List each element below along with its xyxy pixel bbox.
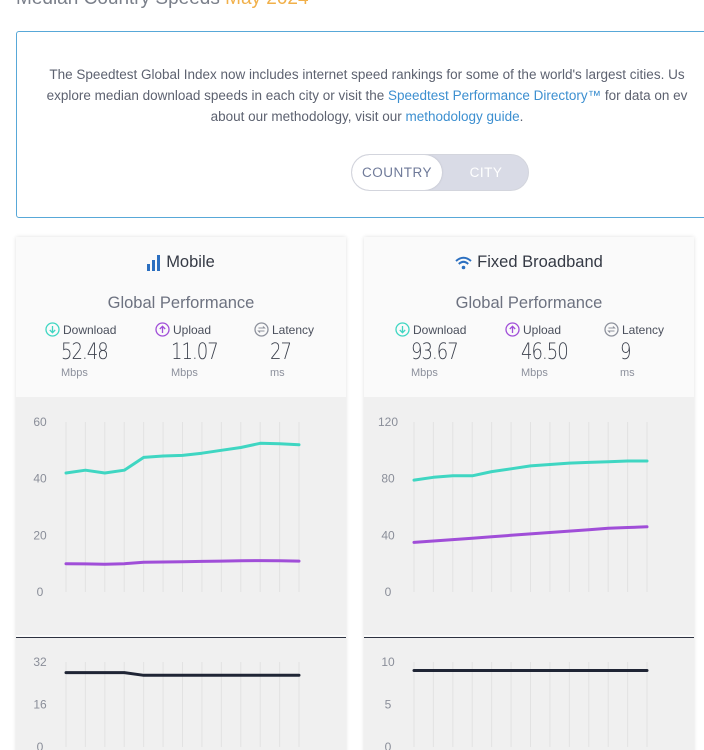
country-city-toggle[interactable]: COUNTRY CITY [351,154,529,191]
mobile-upload-metric: Upload 11.07 Mbps [155,322,245,379]
info-line-3-pre: about our methodology, visit our [210,109,406,124]
fixed-title-text: Fixed Broadband [477,253,603,271]
mobile-latency-chart: 32 16 0 [33,655,301,750]
fixed-latency-metric: Latency 9 ms [604,322,694,379]
y-tick-label: 0 [385,740,392,750]
toggle-country-button[interactable]: COUNTRY [352,155,442,190]
y-tick-label: 5 [385,698,392,712]
mobile-speed-chart-area: 60 40 20 0 [16,397,346,635]
y-tick-label: 20 [33,528,47,542]
latency-series-line [64,671,301,677]
page-heading-date: May 2024 [225,0,308,9]
mobile-download-label: Download [63,322,117,337]
fixed-upload-label: Upload [523,322,562,337]
info-line-2-pre: explore median download speeds in each c… [46,88,389,103]
y-tick-label: 32 [33,655,47,669]
download-arrow-icon [395,322,410,337]
fixed-upload-metric: Upload 46.50 Mbps [505,322,595,379]
mobile-global-performance: Global Performance [107,294,255,312]
mobile-download-value: 52.48 [61,340,109,365]
mobile-download-unit: Mbps [61,367,88,379]
info-line-3-post: . [519,109,524,124]
y-tick-label: 80 [381,472,395,486]
fixed-upload-value: 46.50 [521,340,569,365]
y-tick-label: 0 [37,740,44,750]
mobile-download-metric: Download 52.48 Mbps [45,322,135,379]
y-tick-label: 60 [33,415,47,429]
upload-series-line [412,525,649,544]
mobile-upload-value: 11.07 [171,340,219,365]
y-tick-label: 40 [33,472,47,486]
mobile-upload-label: Upload [173,322,212,337]
y-tick-label: 40 [381,528,395,542]
y-tick-label: 120 [378,415,398,429]
info-line-1: The Speedtest Global Index now includes … [49,67,685,82]
mobile-latency-chart-area: 32 16 0 [16,637,346,750]
upload-arrow-icon [505,322,520,337]
fixed-speed-chart: 120 80 40 0 [378,415,649,599]
y-tick-label: 0 [385,585,392,599]
upload-arrow-icon [155,322,170,337]
download-series-line [412,459,649,482]
mobile-title-text: Mobile [166,253,215,271]
info-box: The Speedtest Global Index now includes … [16,31,704,218]
methodology-guide-link[interactable]: methodology guide [405,109,520,124]
fixed-latency-value: 9 [620,340,631,365]
upload-series-line [64,559,301,566]
mobile-upload-unit: Mbps [171,367,198,379]
download-arrow-icon [45,322,60,337]
mobile-panel-title: Mobile [16,253,346,272]
wifi-icon [455,256,472,269]
mobile-latency-label: Latency [272,322,315,337]
fixed-download-metric: Download 93.67 Mbps [395,322,485,379]
fixed-latency-chart: 10 5 0 [381,655,649,750]
mobile-latency-metric: Latency 27 ms [254,322,344,379]
fixed-broadband-panel: Fixed Broadband Global Performance Downl… [364,237,694,750]
signal-bars-icon [147,254,161,271]
fixed-global-performance: Global Performance [455,294,603,312]
y-tick-label: 16 [33,698,47,712]
mobile-speed-chart: 60 40 20 0 [33,415,301,599]
fixed-panel-title: Fixed Broadband [364,253,694,272]
y-tick-label: 10 [381,655,395,669]
download-series-line [64,441,301,475]
fixed-latency-label: Latency [622,322,665,337]
fixed-upload-unit: Mbps [521,367,548,379]
mobile-panel: Mobile Global Performance Download 52.48… [16,237,346,750]
mobile-latency-value: 27 [270,340,292,365]
fixed-speed-chart-area: 120 80 40 0 [364,397,694,635]
fixed-download-label: Download [413,322,467,337]
fixed-latency-chart-area: 10 5 0 [364,637,694,750]
fixed-download-value: 93.67 [411,340,459,365]
info-line-2: explore median download speeds in each c… [17,85,704,106]
info-line-2-post: for data on ev [601,88,688,103]
mobile-latency-unit: ms [270,367,285,379]
latency-icon [254,322,269,337]
latency-icon [604,322,619,337]
fixed-latency-unit: ms [620,367,635,379]
fixed-download-unit: Mbps [411,367,438,379]
info-text: The Speedtest Global Index now includes … [17,64,704,127]
page-heading: Median Country Speeds May 2024 [16,0,309,10]
page-heading-title: Median Country Speeds [16,0,220,9]
performance-directory-link[interactable]: Speedtest Performance Directory™ [388,88,602,103]
info-line-3: about our methodology, visit our methodo… [17,106,704,127]
y-tick-label: 0 [37,585,44,599]
toggle-city-button[interactable]: CITY [469,165,503,180]
